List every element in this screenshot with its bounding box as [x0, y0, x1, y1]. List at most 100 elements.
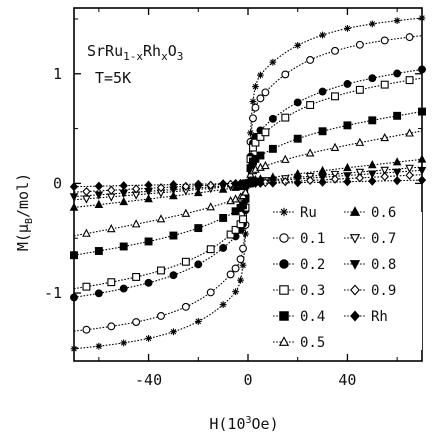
legend-item: 0.2	[273, 257, 325, 273]
data-point	[268, 144, 277, 153]
data-point	[367, 170, 377, 179]
data-point	[239, 244, 247, 253]
legend-label: 0.7	[371, 231, 396, 247]
asterisk-stroke	[319, 32, 326, 38]
data-point	[293, 98, 302, 107]
compound-main: SrRu	[87, 42, 123, 60]
data-point	[343, 177, 352, 187]
data-point	[405, 164, 414, 173]
x-tick-label: -40	[135, 371, 162, 389]
compound-sub1: 1-x	[123, 50, 143, 63]
data-point	[256, 132, 265, 141]
data-point	[247, 129, 254, 137]
asterisk-stroke	[280, 208, 288, 216]
data-point	[107, 322, 116, 331]
data-point	[368, 176, 377, 186]
data-point	[236, 255, 245, 264]
data-point	[181, 257, 190, 266]
legend-item: 0.1	[273, 231, 325, 247]
data-point	[206, 288, 215, 297]
asterisk-stroke	[220, 301, 226, 308]
data-point	[157, 266, 165, 275]
data-point	[219, 214, 228, 222]
data-point	[268, 178, 278, 188]
data-point	[82, 195, 91, 204]
data-point	[144, 278, 153, 287]
data-point	[418, 65, 426, 74]
data-point	[132, 273, 141, 281]
legend-marker	[279, 311, 289, 321]
data-point	[70, 293, 78, 302]
data-point	[343, 172, 352, 181]
asterisk-stroke	[237, 277, 244, 283]
legend-label: 0.9	[371, 283, 396, 299]
data-point	[82, 325, 91, 334]
asterisk-stroke	[232, 288, 239, 295]
data-point	[237, 276, 244, 284]
data-point	[169, 191, 178, 200]
legend-item: 0.9	[344, 283, 396, 299]
data-point	[119, 189, 129, 198]
data-point	[119, 242, 128, 251]
data-point	[156, 214, 166, 223]
legend-marker	[279, 259, 289, 269]
data-point	[306, 101, 315, 109]
legend-item: Rh	[344, 309, 388, 325]
asterisk-stroke	[120, 340, 127, 346]
legend-item: 0.5	[273, 335, 325, 351]
data-point	[181, 302, 190, 311]
data-point	[82, 186, 91, 197]
legend-item: 0.3	[273, 283, 325, 299]
data-point	[268, 114, 277, 123]
data-point	[392, 168, 402, 177]
legend-marker	[350, 284, 360, 296]
data-point	[318, 87, 327, 96]
data-point	[169, 180, 178, 190]
compound-end: O	[168, 42, 177, 60]
data-point	[252, 83, 259, 91]
data-point	[355, 85, 364, 94]
data-point	[218, 179, 228, 189]
data-point	[106, 193, 116, 202]
data-point	[318, 165, 327, 175]
asterisk-stroke	[252, 83, 259, 90]
data-point	[417, 166, 427, 176]
data-point	[219, 301, 227, 309]
data-point	[261, 128, 270, 137]
data-point	[256, 178, 265, 188]
data-point	[239, 215, 247, 224]
data-point	[355, 137, 365, 146]
data-point	[70, 345, 78, 353]
data-point	[380, 36, 389, 45]
data-point	[293, 178, 302, 188]
x-axis-label-end: Oe)	[252, 415, 279, 433]
data-point	[281, 113, 290, 122]
data-point	[241, 187, 250, 196]
data-point	[194, 260, 203, 269]
data-point	[405, 128, 414, 137]
series-line	[73, 130, 423, 237]
data-point	[119, 181, 128, 191]
data-point	[380, 172, 389, 182]
data-point	[343, 121, 352, 130]
data-point	[69, 182, 79, 192]
asterisk-stroke	[242, 231, 249, 237]
data-point	[181, 181, 191, 191]
data-point	[261, 178, 270, 188]
legend-marker	[349, 206, 361, 216]
data-point	[306, 56, 315, 64]
y-axis-label-sub: B	[24, 218, 35, 224]
legend: Ru 0.1 0.2 0.3 0.4 0.5 0.6 0.7 0.8 0.9 Rh	[272, 205, 422, 351]
data-point	[256, 151, 265, 160]
data-point	[69, 193, 79, 202]
data-point	[405, 170, 414, 180]
data-point	[94, 247, 103, 255]
data-point	[82, 228, 91, 237]
data-point	[331, 92, 339, 101]
data-point	[330, 174, 340, 184]
y-axis-label: M(μB/mol)	[14, 173, 35, 251]
asterisk-stroke	[195, 318, 202, 325]
data-point	[226, 230, 235, 239]
data-point	[293, 134, 302, 143]
asterisk-stroke	[170, 328, 177, 335]
